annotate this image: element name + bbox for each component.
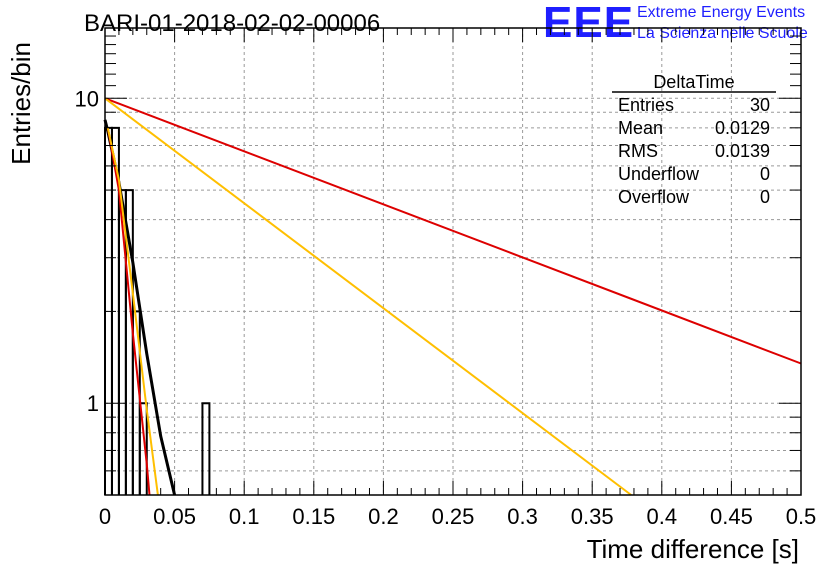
chart-title: BARI-01-2018-02-02-00006	[84, 10, 381, 37]
stats-row-label: Overflow	[618, 187, 690, 207]
x-tick-label: 0.4	[647, 504, 678, 529]
histogram-layer	[104, 126, 211, 495]
x-tick-label: 0.15	[292, 504, 335, 529]
eee-logo: EEE	[543, 0, 635, 47]
x-tick-label: 0.1	[229, 504, 260, 529]
x-axis-label: Time difference [s]	[587, 534, 799, 564]
logo-line-1: Extreme Energy Events	[637, 4, 806, 21]
x-tick-label: 0.2	[368, 504, 399, 529]
logo-line-2: La Scienza nelle Scuole	[637, 25, 808, 42]
y-tick-label: 10	[75, 86, 99, 111]
x-tick-label: 0.3	[507, 504, 538, 529]
stats-row-label: Entries	[618, 95, 674, 115]
stats-row-label: Mean	[618, 118, 663, 138]
x-tick-label: 0	[99, 504, 111, 529]
stats-title: DeltaTime	[653, 72, 734, 92]
histogram-bin	[201, 402, 211, 495]
fit-curve	[104, 97, 632, 496]
histogram-bin	[138, 402, 148, 495]
stats-row-value: 0.0139	[715, 141, 770, 161]
x-tick-label: 0.25	[432, 504, 475, 529]
x-tick-label: 0.35	[571, 504, 614, 529]
y-axis-label: Entries/bin	[6, 42, 36, 165]
stats-box: DeltaTime Entries 30 Mean 0.0129 RMS 0.0139 Und…	[612, 72, 776, 207]
fit-curve	[104, 97, 802, 365]
x-tick-label: 0.45	[710, 504, 753, 529]
stats-row-label: RMS	[618, 141, 658, 161]
x-tick-label: 0.5	[786, 504, 817, 529]
stats-row-label: Underflow	[618, 164, 700, 184]
fit-curve	[106, 127, 151, 496]
stats-row-value: 0.0129	[715, 118, 770, 138]
fit-curves-layer	[103, 97, 802, 496]
y-tick-label: 1	[87, 391, 99, 416]
grid-layer	[105, 28, 801, 495]
stats-row-value: 0	[760, 187, 770, 207]
fit-curve	[106, 127, 159, 496]
stats-row-value: 30	[750, 95, 770, 115]
axes-layer: 0 0.05 0.1 0.15 0.2 0.25 0.3 0.35 0.4 0.45 0.5 1 10	[75, 27, 817, 529]
stats-row-value: 0	[760, 164, 770, 184]
x-tick-label: 0.05	[153, 504, 196, 529]
